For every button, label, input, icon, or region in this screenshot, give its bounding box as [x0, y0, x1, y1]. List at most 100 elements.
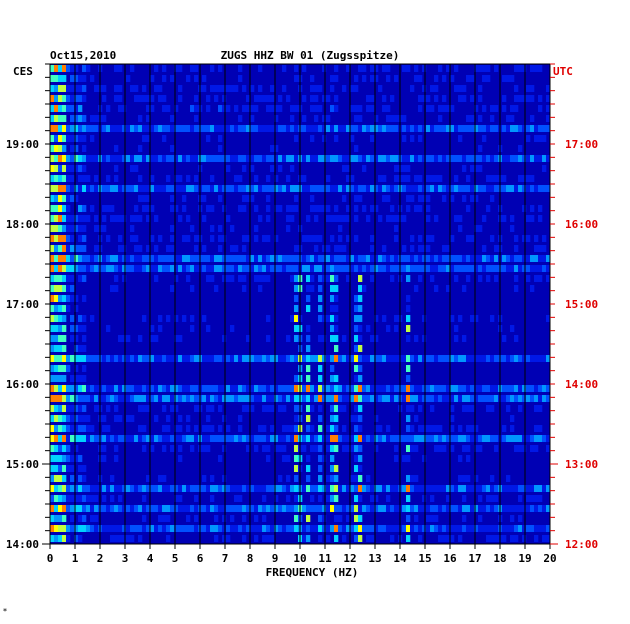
- spectrogram-cell: [378, 385, 383, 392]
- spectrogram-cell: [234, 385, 239, 392]
- spectrogram-cell: [422, 455, 427, 462]
- spectrogram-cell: [306, 125, 311, 132]
- spectrogram-cell: [390, 485, 395, 492]
- spectrogram-cell: [302, 445, 307, 452]
- spectrogram-cell: [458, 355, 463, 362]
- spectrogram-cell: [210, 435, 215, 442]
- spectrogram-cell: [250, 525, 255, 532]
- spectrogram-cell: [58, 505, 63, 512]
- spectrogram-cell: [282, 425, 287, 432]
- spectrogram-cell: [82, 425, 87, 432]
- spectrogram-cell: [218, 145, 223, 152]
- spectrogram-cell: [414, 205, 419, 212]
- spectrogram-cell: [422, 265, 427, 272]
- spectrogram-cell: [410, 355, 415, 362]
- spectrogram-cell: [66, 65, 71, 72]
- spectrogram-cell: [66, 105, 71, 112]
- spectrogram-cell: [410, 235, 415, 242]
- spectrogram-cell: [50, 455, 55, 462]
- spectrogram-cell: [78, 485, 83, 492]
- spectrogram-cell: [438, 255, 443, 262]
- spectrogram-cell: [210, 495, 215, 502]
- spectrogram-cell: [462, 85, 467, 92]
- spectrogram-cell: [530, 205, 535, 212]
- spectrogram-cell: [62, 285, 67, 292]
- spectrogram-cell: [402, 125, 407, 132]
- spectrogram-cell: [330, 325, 335, 332]
- spectrogram-cell: [74, 345, 79, 352]
- spectrogram-cell: [358, 265, 363, 272]
- spectrogram-cell: [322, 65, 327, 72]
- spectrogram-cell: [462, 265, 467, 272]
- spectrogram-cell: [322, 515, 327, 522]
- spectrogram-cell: [158, 385, 163, 392]
- spectrogram-cell: [210, 425, 215, 432]
- spectrogram-cell: [82, 255, 87, 262]
- spectrogram-cell: [370, 125, 375, 132]
- spectrogram-cell: [326, 245, 331, 252]
- spectrogram-cell: [306, 255, 311, 262]
- spectrogram-cell: [326, 355, 331, 362]
- spectrogram-cell: [522, 155, 527, 162]
- spectrogram-cell: [262, 155, 267, 162]
- spectrogram-cell: [478, 145, 483, 152]
- spectrogram-cell: [334, 395, 339, 402]
- spectrogram-cell: [66, 445, 71, 452]
- spectrogram-cell: [334, 65, 339, 72]
- spectrogram-cell: [294, 325, 299, 332]
- spectrogram-cell: [458, 535, 463, 542]
- spectrogram-cell: [326, 215, 331, 222]
- spectrogram-cell: [70, 85, 75, 92]
- spectrogram-cell: [58, 395, 63, 402]
- spectrogram-cell: [354, 195, 359, 202]
- spectrogram-cell: [342, 385, 347, 392]
- spectrogram-cell: [534, 125, 539, 132]
- spectrogram-cell: [78, 515, 83, 522]
- spectrogram-cell: [426, 95, 431, 102]
- spectrogram-cell: [142, 95, 147, 102]
- spectrogram-cell: [262, 525, 267, 532]
- spectrogram-cell: [326, 485, 331, 492]
- spectrogram-cell: [470, 435, 475, 442]
- spectrogram-cell: [150, 385, 155, 392]
- spectrogram-cell: [166, 435, 171, 442]
- spectrogram-cell: [90, 135, 95, 142]
- spectrogram-cell: [54, 535, 59, 542]
- spectrogram-cell: [74, 75, 79, 82]
- spectrogram-cell: [258, 125, 263, 132]
- spectrogram-cell: [350, 485, 355, 492]
- spectrogram-cell: [454, 385, 459, 392]
- spectrogram-cell: [242, 265, 247, 272]
- spectrogram-cell: [262, 265, 267, 272]
- spectrogram-cell: [150, 485, 155, 492]
- spectrogram-cell: [206, 325, 211, 332]
- spectrogram-cell: [534, 525, 539, 532]
- spectrogram-cell: [334, 215, 339, 222]
- spectrogram-cell: [510, 515, 515, 522]
- spectrogram-cell: [486, 125, 491, 132]
- spectrogram-cell: [366, 525, 371, 532]
- spectrogram-cell: [226, 185, 231, 192]
- spectrogram-cell: [58, 345, 63, 352]
- spectrogram-cell: [130, 435, 135, 442]
- spectrogram-cell: [542, 255, 547, 262]
- spectrogram-cell: [166, 505, 171, 512]
- spectrogram-cell: [254, 355, 259, 362]
- spectrogram-cell: [150, 125, 155, 132]
- spectrogram-cell: [302, 65, 307, 72]
- spectrogram-cell: [282, 435, 287, 442]
- spectrogram-cell: [322, 355, 327, 362]
- spectrogram-cell: [294, 205, 299, 212]
- spectrogram-cell: [442, 155, 447, 162]
- spectrogram-cell: [62, 495, 67, 502]
- spectrogram-cell: [314, 105, 319, 112]
- spectrogram-cell: [118, 485, 123, 492]
- spectrogram-cell: [218, 125, 223, 132]
- spectrogram-cell: [82, 125, 87, 132]
- spectrogram-cell: [118, 245, 123, 252]
- spectrogram-cell: [150, 175, 155, 182]
- spectrogram-cell: [158, 475, 163, 482]
- spectrogram-cell: [130, 235, 135, 242]
- spectrogram-cell: [494, 255, 499, 262]
- spectrogram-cell: [234, 435, 239, 442]
